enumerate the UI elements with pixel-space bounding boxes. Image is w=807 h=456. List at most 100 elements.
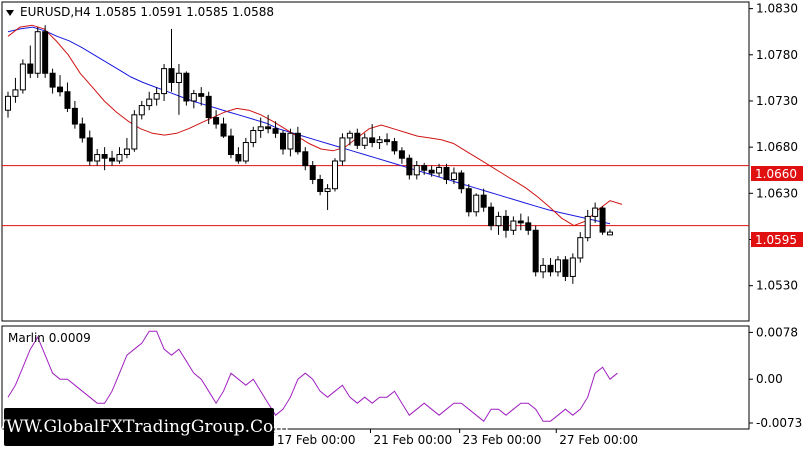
candle-body (57, 86, 64, 93)
candle-body (458, 172, 465, 190)
candle-body (257, 126, 264, 132)
time-tick-label: 27 Feb 00:00 (559, 433, 638, 447)
candle-body (64, 91, 71, 109)
candle-body (34, 31, 41, 74)
candle-body (146, 98, 153, 107)
watermark-banner: WWW.GlobalFXTradingGroup.Com (0, 408, 289, 446)
candle-body (235, 154, 242, 162)
candle-body (5, 95, 11, 111)
candle-body (554, 259, 561, 273)
candle-body (577, 237, 584, 259)
candle-body (584, 215, 591, 239)
candle-body (398, 150, 405, 159)
candle-body (183, 72, 190, 102)
candle-body (562, 259, 569, 277)
candle-body (473, 194, 480, 213)
candle-body (265, 126, 272, 130)
candle-body (86, 137, 93, 162)
candle-body (101, 154, 108, 159)
candle-body (450, 172, 457, 180)
candle-body (436, 166, 443, 174)
candle-body (346, 132, 353, 139)
moving-average-red (7, 24, 623, 227)
candle-body (79, 123, 86, 139)
candle-body (294, 132, 301, 153)
candle-body (12, 89, 19, 97)
candle-body (607, 231, 613, 236)
resistance-label-box (751, 166, 803, 181)
candle-body (599, 207, 606, 233)
price-tick-label: 1.0730 (756, 94, 798, 108)
candle-body (495, 215, 502, 227)
candle-body (138, 105, 145, 116)
candle-body (465, 188, 472, 213)
price-tick-label: 1.0780 (756, 48, 798, 62)
indicator-tick-label: 0.00 (756, 372, 783, 386)
candle-body (220, 123, 227, 137)
resistance-label: 1.0660 (755, 167, 797, 181)
candle-body (525, 222, 532, 231)
candle-body (250, 130, 257, 144)
candle-body (569, 257, 576, 277)
candle-body (123, 148, 130, 156)
candle-body (71, 107, 78, 125)
candle-body (332, 160, 339, 190)
candle-body (532, 229, 539, 273)
candle-body (309, 165, 316, 180)
candle-body (384, 139, 391, 143)
dropdown-triangle-icon[interactable] (6, 10, 14, 16)
candle-body (175, 72, 182, 84)
candle-body (317, 178, 324, 192)
candle-body (413, 165, 420, 176)
candle-body (540, 264, 547, 273)
price-tick-label: 1.0630 (756, 186, 798, 200)
candle-body (421, 165, 428, 171)
symbol-header: EURUSD,H4 1.0585 1.0591 1.0585 1.0588 (20, 5, 274, 19)
candle-body (592, 207, 599, 217)
candle-body (488, 206, 495, 227)
candle-body (279, 132, 286, 150)
candle-body (205, 95, 212, 119)
candle-body (502, 215, 509, 231)
candle-body (547, 264, 554, 273)
candle-body (324, 188, 331, 192)
indicator-tick-label: 0.0078 (756, 325, 798, 339)
candle-body (272, 128, 279, 134)
candle-body (339, 137, 346, 162)
moving-average-blue (7, 26, 611, 225)
candle-body (443, 166, 450, 180)
main-plot-frame (1, 1, 750, 322)
support-label-box (751, 232, 803, 247)
indicator-tick-label: -0.0073 (756, 416, 802, 430)
marlin-oscillator-line (7, 330, 618, 422)
candle-body (49, 72, 56, 88)
candle-body (302, 151, 309, 167)
price-tick-label: 1.0830 (756, 2, 798, 16)
candle-body (510, 220, 517, 231)
candle-body (428, 169, 435, 174)
candle-body (27, 63, 34, 74)
candle-body (361, 137, 368, 146)
candle-body (406, 157, 413, 176)
candle-body (116, 154, 123, 162)
time-tick-label: 23 Feb 00:00 (463, 433, 542, 447)
candle-body (94, 154, 101, 162)
candle-body (161, 68, 168, 95)
candle-body (391, 141, 398, 152)
indicator-label: Marlin 0.0009 (8, 331, 91, 345)
candle-body (480, 194, 487, 208)
candle-body (42, 31, 49, 74)
price-tick-label: 1.0530 (756, 279, 798, 293)
candle-body (131, 114, 138, 150)
candle-body (168, 68, 175, 83)
candle-body (517, 220, 524, 224)
support-label: 1.0595 (755, 233, 797, 247)
candle-body (242, 142, 249, 162)
candle-body (153, 93, 160, 100)
candle-body (190, 93, 197, 102)
candle-body (198, 93, 205, 97)
candle-body (109, 157, 116, 162)
candle-body (213, 117, 220, 125)
